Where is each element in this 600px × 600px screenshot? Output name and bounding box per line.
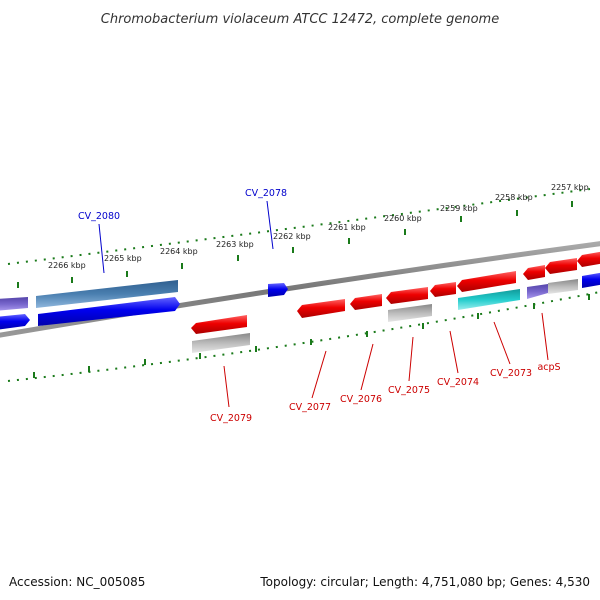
gene-arrow[interactable] bbox=[458, 289, 520, 310]
gene-arrow[interactable] bbox=[0, 314, 30, 330]
tick-label: 2261 kbp bbox=[328, 223, 366, 232]
gene-label[interactable]: CV_2073 bbox=[490, 368, 532, 379]
inner-tick-row bbox=[7, 291, 600, 382]
gene-label[interactable]: acpS bbox=[537, 362, 560, 373]
gene-arrow[interactable] bbox=[388, 304, 432, 322]
gene-arrow[interactable] bbox=[577, 251, 600, 267]
map-title: Chromobacterium violaceum ATCC 12472, co… bbox=[101, 12, 499, 27]
tick-label: 2257 kbp bbox=[551, 183, 589, 192]
forward-genes bbox=[0, 272, 600, 330]
reverse-genes bbox=[191, 251, 600, 353]
gene-arrow[interactable] bbox=[0, 297, 28, 311]
gene-arrow[interactable] bbox=[38, 297, 180, 326]
gene-arrow[interactable] bbox=[582, 272, 600, 288]
gene-arrow-cv2078[interactable] bbox=[268, 283, 288, 297]
gene-label[interactable]: CV_2075 bbox=[388, 385, 430, 396]
gene-arrow[interactable] bbox=[192, 333, 250, 353]
genome-backbone bbox=[0, 241, 600, 338]
gene-label[interactable]: CV_2074 bbox=[437, 377, 479, 388]
genome-summary-text: Topology: circular; Length: 4,751,080 bp… bbox=[259, 575, 590, 589]
gene-arrow-cv2077[interactable] bbox=[297, 299, 345, 318]
tick-label: 2262 kbp bbox=[273, 232, 311, 241]
tick-label: 2266 kbp bbox=[48, 261, 86, 270]
gene-arrow[interactable] bbox=[545, 258, 577, 274]
tick-label: 2258 kbp bbox=[495, 193, 533, 202]
gene-arrow-cv2073[interactable] bbox=[457, 271, 516, 292]
tick-label: 2264 kbp bbox=[160, 247, 198, 256]
tick-label: 2265 kbp bbox=[104, 254, 142, 263]
gene-arrow-cv2076[interactable] bbox=[350, 294, 382, 310]
gene-label[interactable]: CV_2077 bbox=[289, 402, 331, 413]
gene-label[interactable]: CV_2080 bbox=[78, 211, 120, 222]
gene-label[interactable]: CV_2079 bbox=[210, 413, 252, 424]
gene-label[interactable]: CV_2076 bbox=[340, 394, 382, 405]
gene-arrow-cv2080[interactable] bbox=[36, 280, 178, 308]
gene-arrow-cv2075[interactable] bbox=[386, 287, 428, 304]
label-connectors bbox=[98, 200, 549, 408]
gene-arrow-cv2074[interactable] bbox=[430, 282, 456, 297]
gene-arrow[interactable] bbox=[527, 284, 548, 299]
gene-arrow[interactable] bbox=[548, 279, 578, 294]
accession-text: Accession: NC_005085 bbox=[9, 575, 145, 589]
gene-arrow-acps[interactable] bbox=[523, 265, 545, 280]
tick-label: 2263 kbp bbox=[216, 240, 254, 249]
outer-tick-row bbox=[7, 188, 591, 288]
gene-label[interactable]: CV_2078 bbox=[245, 188, 287, 199]
gene-arrow-cv2079[interactable] bbox=[191, 315, 247, 334]
tick-label: 2260 kbp bbox=[384, 214, 422, 223]
tick-label: 2259 kbp bbox=[440, 204, 478, 213]
